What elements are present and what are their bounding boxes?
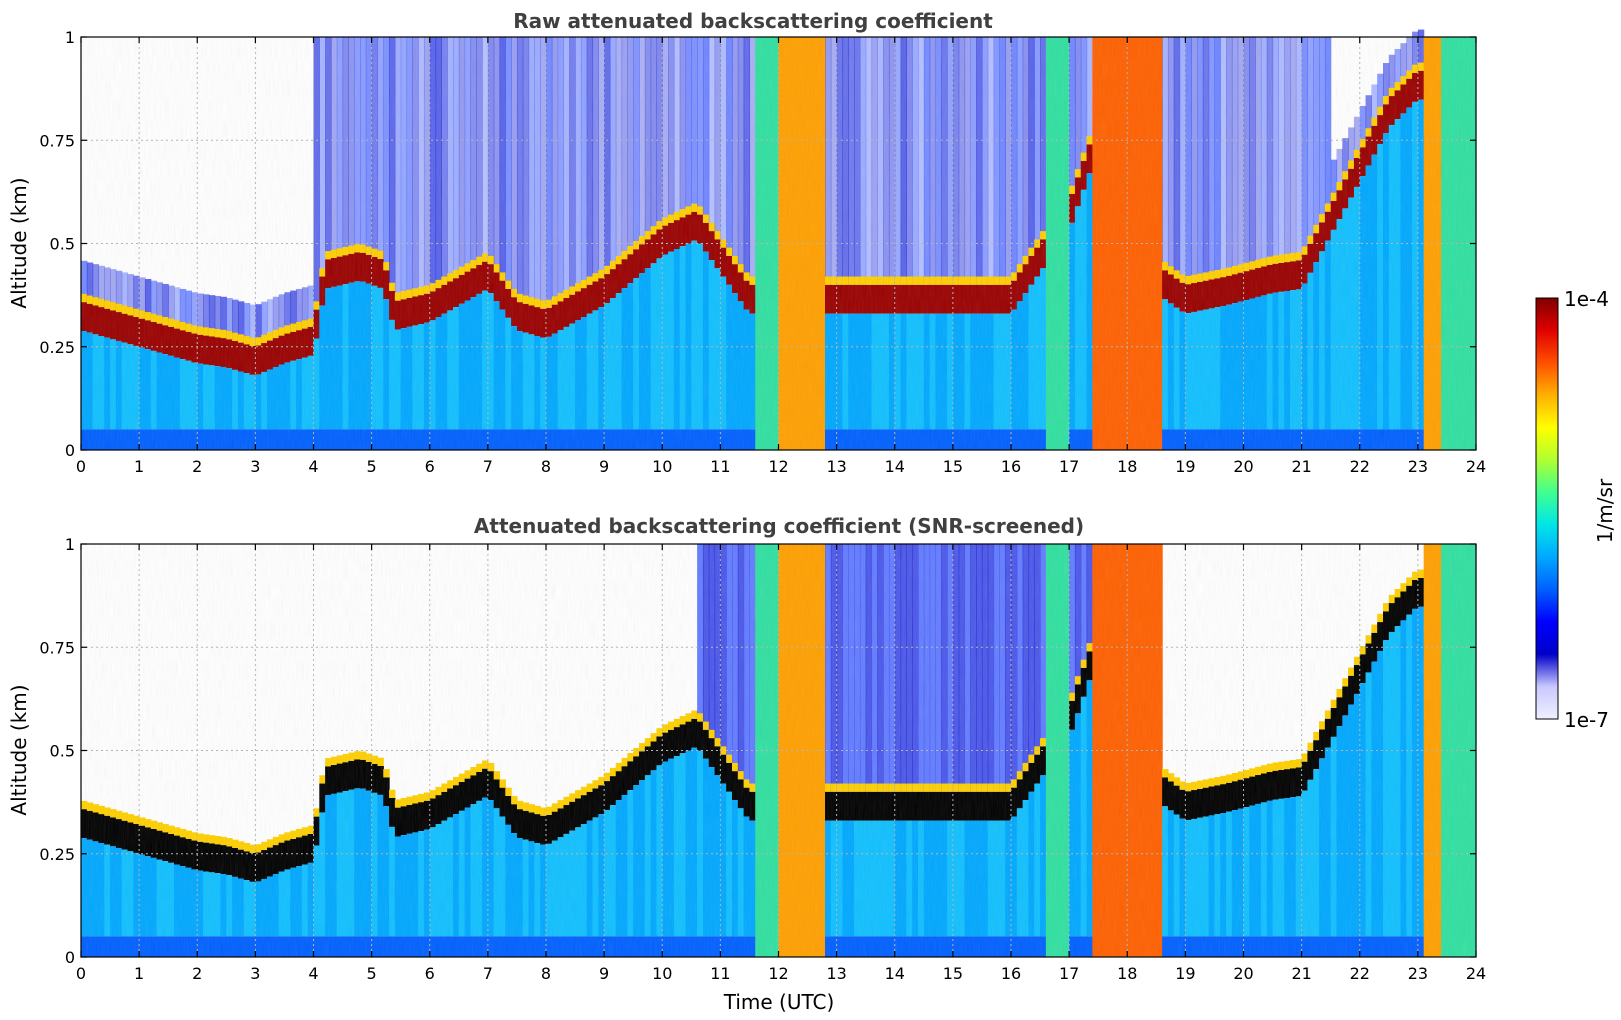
x-tick-label: 3 [250,964,260,983]
x-tick-label: 23 [1408,964,1428,983]
x-tick-label: 0 [76,457,86,476]
y-tick-label: 0 [65,441,75,460]
x-tick-label: 24 [1466,964,1486,983]
y-tick-label: 1 [65,28,75,47]
x-tick-label: 21 [1291,457,1311,476]
x-tick-label: 14 [885,964,905,983]
y-ticks-raw: 0 0.25 0.5 0.75 1 [39,28,1476,460]
x-tick-label: 5 [367,457,377,476]
x-tick-label: 23 [1408,457,1428,476]
x-tick-label: 13 [826,457,846,476]
x-tick-label: 16 [1001,964,1021,983]
x-tick-label: 18 [1117,457,1137,476]
x-tick-label: 6 [425,457,435,476]
x-tick-label: 1 [134,457,144,476]
x-tick-label: 22 [1350,964,1370,983]
x-tick-label: 16 [1001,457,1021,476]
y-axis-label-raw: Altitude (km) [7,177,31,308]
x-tick-label: 8 [541,964,551,983]
x-tick-label: 19 [1175,457,1195,476]
x-tick-label: 11 [710,964,730,983]
x-axis-label: Time (UTC) [723,990,835,1014]
y-tick-label: 0.75 [39,638,75,657]
panel-raw-title: Raw attenuated backscattering coefficien… [513,9,993,33]
y-tick-label: 0.5 [50,742,75,761]
y-tick-label: 0.75 [39,131,75,150]
x-tick-label: 1 [134,964,144,983]
x-ticks-screened: 0 1 2 3 4 5 6 7 8 9 10 11 12 13 14 15 16 17 18 19 20 21 22 23 24 [76,544,1486,983]
x-tick-label: 0 [76,964,86,983]
x-tick-label: 5 [367,964,377,983]
panel-raw: Raw attenuated backscattering coefficien… [7,9,1486,476]
y-ticks-screened: 0 0.25 0.5 0.75 1 [39,535,1476,967]
x-tick-label: 12 [768,457,788,476]
x-tick-label: 10 [652,964,672,983]
x-tick-label: 11 [710,457,730,476]
x-tick-label: 9 [599,964,609,983]
x-tick-label: 3 [250,457,260,476]
colorbar-bar [1535,297,1559,720]
x-tick-label: 7 [483,457,493,476]
x-tick-label: 17 [1059,457,1079,476]
y-tick-label: 0 [65,948,75,967]
x-tick-label: 2 [192,457,202,476]
x-tick-label: 6 [425,964,435,983]
panel-screened: Attenuated backscattering coefficient (S… [7,514,1486,1014]
x-tick-label: 19 [1175,964,1195,983]
x-tick-label: 20 [1233,964,1253,983]
x-tick-label: 20 [1233,457,1253,476]
x-tick-label: 13 [826,964,846,983]
y-tick-label: 0.5 [50,235,75,254]
x-tick-label: 17 [1059,964,1079,983]
colorbar-unit-label: 1/m/sr [1593,478,1617,543]
colorbar: 1e-4 1e-7 1/m/sr [1535,287,1617,732]
colorbar-min-label: 1e-7 [1564,708,1609,732]
colorbar-max-label: 1e-4 [1564,287,1609,311]
x-tick-label: 14 [885,457,905,476]
x-tick-label: 18 [1117,964,1137,983]
y-tick-label: 0.25 [39,845,75,864]
y-tick-label: 1 [65,535,75,554]
x-tick-label: 7 [483,964,493,983]
x-tick-label: 4 [308,964,318,983]
panel-screened-title: Attenuated backscattering coefficient (S… [474,514,1084,538]
x-tick-label: 8 [541,457,551,476]
x-tick-label: 2 [192,964,202,983]
x-tick-label: 12 [768,964,788,983]
x-tick-label: 15 [943,964,963,983]
x-tick-label: 9 [599,457,609,476]
x-tick-label: 15 [943,457,963,476]
x-tick-label: 4 [308,457,318,476]
x-tick-label: 24 [1466,457,1486,476]
y-tick-label: 0.25 [39,338,75,357]
grid-raw [81,37,1476,450]
y-axis-label-screened: Altitude (km) [7,684,31,815]
x-ticks-raw: 0 1 2 3 4 5 6 7 8 9 10 11 12 13 14 15 16 17 18 19 20 21 22 23 24 [76,37,1486,476]
x-tick-label: 10 [652,457,672,476]
x-tick-label: 21 [1291,964,1311,983]
x-tick-label: 22 [1350,457,1370,476]
grid-screened [81,544,1476,957]
